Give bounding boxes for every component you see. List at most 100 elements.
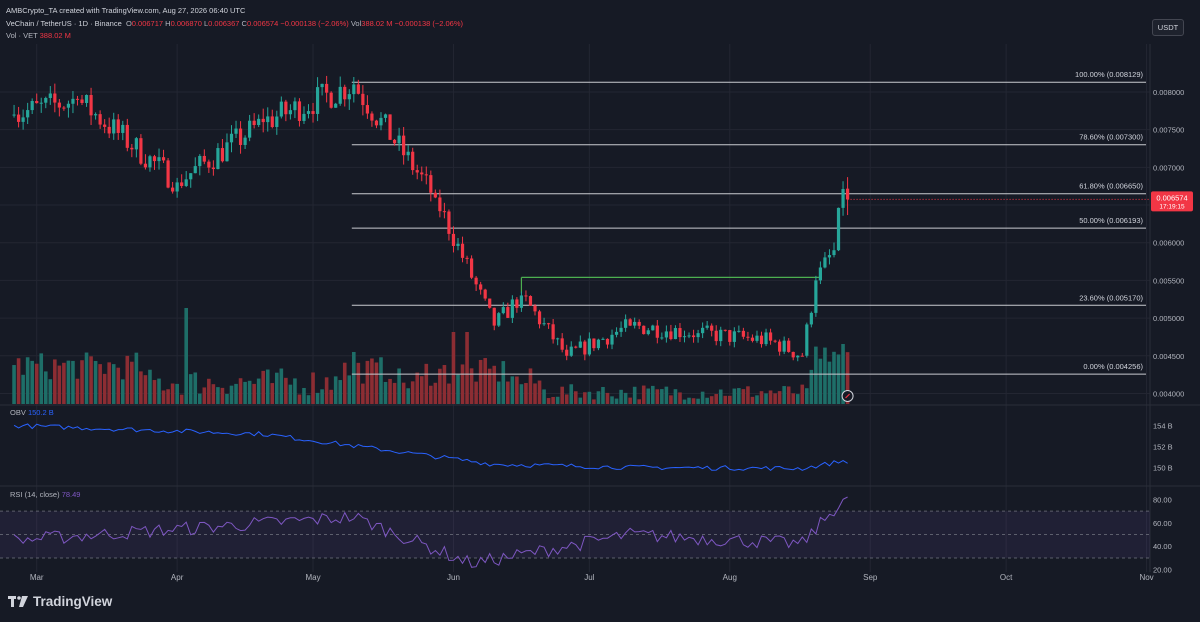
volume-bar-18 [93,360,98,404]
volume-bar-156 [718,389,723,404]
obv-tick-1: 152 B [1153,442,1173,451]
candle-body-19 [98,114,102,125]
candle-body-45 [216,148,220,170]
fib-label-1: 78.60% (0.007300) [1079,133,1143,142]
volume-bar-48 [229,385,234,404]
last-price-value: 0.006574 [1156,193,1187,202]
volume-bar-165 [759,391,764,404]
volume-bar-23 [116,367,121,404]
volume-bar-42 [202,387,207,404]
volume-bar-72 [338,380,343,404]
candle-body-120 [556,338,560,340]
volume-bar-38 [184,308,188,404]
candle-body-74 [347,94,351,100]
candle-body-39 [189,173,193,180]
rsi-tick-3: 20.00 [1153,566,1172,575]
volume-bar-147 [678,392,682,404]
candle-body-115 [533,305,537,312]
x-tick-3: Jun [447,573,460,582]
volume-bar-141 [650,385,655,404]
tradingview-icon [8,596,28,607]
candle-body-104 [483,289,487,299]
last-price-badge [1151,191,1193,212]
candle-body-66 [311,111,315,114]
price-tick-4: 0.006000 [1153,239,1184,248]
rsi-tick-1: 60.00 [1153,519,1172,528]
x-tick-2: May [305,573,320,582]
candle-body-149 [687,335,691,337]
creator-line: AMBCrypto_TA created with TradingView.co… [6,6,246,15]
candle-body-94 [438,197,442,212]
candle-body-121 [560,338,564,350]
volume-bar-0 [12,365,16,404]
last-price-countdown: 17:19:15 [1159,203,1185,210]
candle-body-132 [610,334,614,345]
candle-body-163 [750,337,755,341]
candle-body-4 [30,100,34,111]
volume-bar-35 [170,383,175,404]
candle-body-118 [547,323,551,325]
obv-line [13,423,848,472]
candle-body-38 [184,179,188,186]
volume-bar-143 [660,389,664,404]
candle-body-33 [161,157,166,161]
candle-body-96 [447,211,451,234]
fib-label-4: 23.60% (0.005170) [1079,293,1143,302]
price-tick-5: 0.005500 [1153,276,1184,285]
candle-body-167 [768,332,773,341]
brand-name: TradingView [33,594,113,609]
candle-body-150 [691,335,696,338]
volume-legend: Vol · VET 388.02 M [6,31,71,40]
candle-body-49 [234,128,238,134]
volume-bar-171 [786,386,791,404]
volume-bar-168 [773,393,777,404]
volume-bar-104 [483,358,487,404]
volume-bar-177 [814,346,818,404]
volume-bar-152 [700,391,705,404]
candle-body-67 [315,87,320,114]
candle-body-32 [157,157,161,162]
candle-body-175 [805,324,809,356]
volume-bar-87 [406,388,410,404]
candle-body-54 [257,118,261,126]
candle-body-89 [415,170,419,173]
candle-body-127 [587,338,591,355]
volume-bar-161 [741,389,746,404]
price-tick-0: 0.008000 [1153,88,1184,97]
candle-body-23 [116,119,120,133]
candle-body-113 [524,295,528,297]
volume-bar-50 [238,378,243,404]
candle-body-184 [845,188,850,200]
candle-body-102 [474,277,478,285]
volume-bar-158 [728,395,732,404]
volume-bar-41 [197,393,202,404]
volume-bar-14 [75,378,80,404]
candle-body-119 [551,324,555,340]
candle-body-62 [293,101,297,111]
candle-body-85 [397,135,401,144]
candle-body-69 [325,83,329,93]
candle-body-86 [402,135,406,156]
volume-bar-24 [120,379,125,404]
currency-badge[interactable]: USDT [1152,19,1184,36]
x-tick-6: Sep [863,573,878,582]
volume-bar-11 [62,362,66,404]
candle-body-140 [646,330,650,335]
candle-body-154 [710,325,714,331]
volume-bar-16 [84,352,89,404]
volume-bar-107 [496,381,501,404]
candle-body-180 [827,255,832,258]
volume-bar-52 [247,380,252,404]
candle-body-36 [175,182,179,192]
candle-body-111 [515,299,519,308]
volume-bar-112 [519,384,524,404]
candle-body-108 [501,307,505,314]
volume-bar-181 [832,351,836,404]
candle-body-125 [578,341,582,348]
candle-body-10 [57,102,61,108]
volume-bar-180 [827,361,832,404]
volume-bar-148 [682,399,687,404]
candle-body-63 [297,101,302,121]
candle-body-129 [596,339,601,349]
